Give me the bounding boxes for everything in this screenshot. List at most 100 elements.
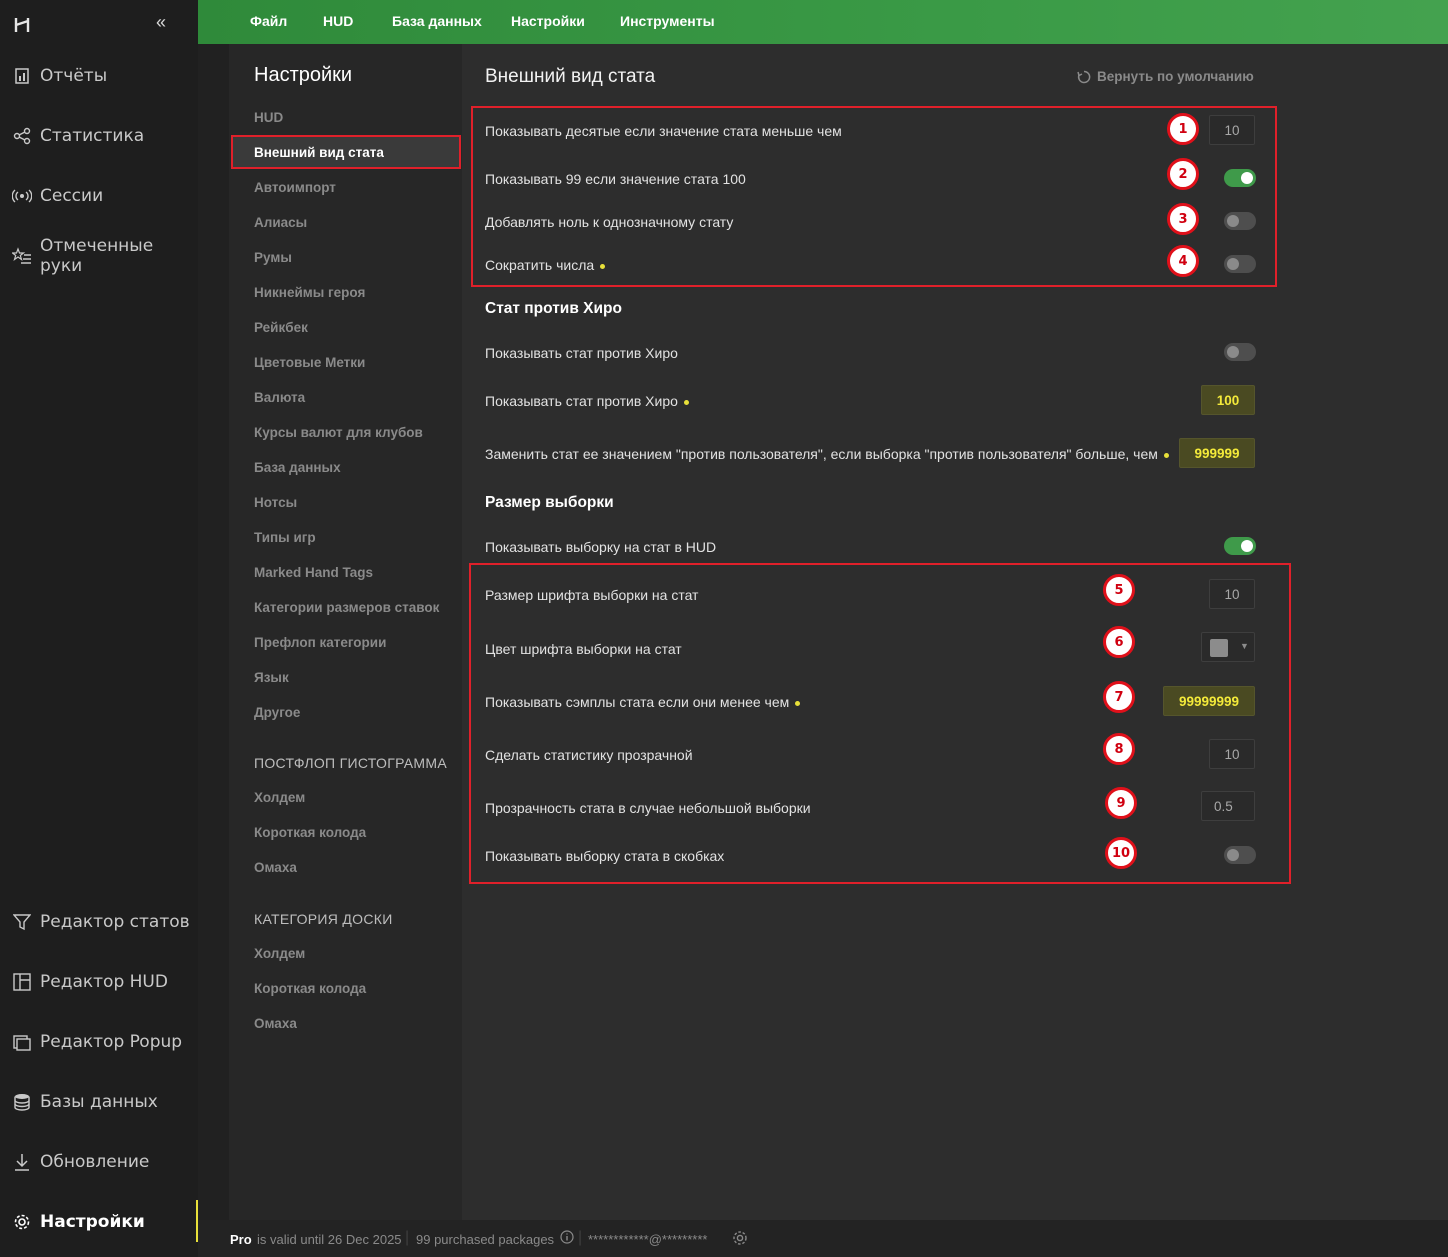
settings-nav-item[interactable]: HUD — [254, 110, 284, 125]
collapse-sidebar-icon[interactable]: « — [156, 12, 167, 32]
leading-zero-toggle[interactable] — [1224, 212, 1256, 230]
sidebar-item-sessions[interactable]: Сессии — [12, 180, 103, 212]
settings-nav-item[interactable]: Автоимпорт — [254, 180, 336, 195]
menu-settings[interactable]: Настройки — [511, 13, 585, 29]
settings-nav-item[interactable]: Другое — [254, 705, 301, 720]
settings-nav-item[interactable]: Никнеймы героя — [254, 285, 366, 300]
sidebar-item-hud-editor[interactable]: Редактор HUD — [12, 966, 168, 998]
settings-nav-item[interactable]: Омаха — [254, 1016, 297, 1031]
settings-nav-item[interactable]: Marked Hand Tags — [254, 565, 374, 580]
menu-tools[interactable]: Инструменты — [620, 13, 715, 29]
sample-font-size-input[interactable]: 10 — [1209, 579, 1255, 609]
chevron-down-icon: ▼ — [1240, 641, 1249, 651]
show-sample-toggle[interactable] — [1224, 537, 1256, 555]
sidebar-item-label: Статистика — [40, 126, 145, 146]
settings-nav-item[interactable]: Валюта — [254, 390, 306, 405]
sidebar-item-label: Редактор Popup — [40, 1032, 183, 1052]
star-list-icon — [12, 246, 32, 266]
setting-label: Добавлять ноль к однозначному стату — [485, 214, 734, 230]
setting-label: Показывать сэмплы стата если они менее ч… — [485, 694, 801, 710]
annotation-badge: 2 — [1167, 158, 1199, 190]
sample-threshold-input[interactable]: 99999999 — [1163, 686, 1255, 716]
settings-nav-item[interactable]: Типы игр — [254, 530, 316, 545]
divider: | — [405, 1229, 410, 1246]
sidebar-item-popup-editor[interactable]: Редактор Popup — [12, 1026, 182, 1058]
settings-nav-item[interactable]: Алиасы — [254, 215, 308, 230]
settings-content: Внешний вид стата Вернуть по умолчанию П… — [462, 44, 1448, 1220]
reset-icon — [1077, 70, 1091, 83]
show-vs-hero-toggle[interactable] — [1224, 343, 1256, 361]
shorten-numbers-toggle[interactable] — [1224, 255, 1256, 273]
sidebar-item-label: Настройки — [40, 1212, 145, 1232]
sidebar-item-stat-editor[interactable]: Редактор статов — [12, 906, 190, 938]
transparent-stat-input[interactable]: 10 — [1209, 739, 1255, 769]
active-indicator — [196, 1200, 198, 1242]
menu-database[interactable]: База данных — [392, 13, 482, 29]
settings-nav-item[interactable]: Рейкбек — [254, 320, 308, 335]
sidebar-item-marked-hands[interactable]: Отмеченные руки — [12, 236, 198, 276]
show-99-toggle[interactable] — [1224, 169, 1256, 187]
settings-nav-item[interactable]: Холдем — [254, 790, 306, 805]
setting-label-text: Сократить числа — [485, 257, 595, 273]
vs-hero-input[interactable]: 100 — [1201, 385, 1255, 415]
settings-nav-section-title: ПОСТФЛОП ГИСТОГРАММА — [254, 755, 447, 771]
opacity-input[interactable]: 0.5 — [1201, 791, 1255, 821]
settings-nav-item[interactable]: Нотсы — [254, 495, 298, 510]
sidebar-item-label: Базы данных — [40, 1092, 158, 1112]
settings-nav-item[interactable]: Префлоп категории — [254, 635, 387, 650]
modified-dot — [795, 700, 801, 706]
validity-text: is valid until 26 Dec 2025 — [257, 1232, 402, 1247]
setting-label: Сделать статистику прозрачной — [485, 747, 693, 763]
decimals-threshold-input[interactable]: 10 — [1209, 115, 1255, 145]
divider: | — [578, 1229, 583, 1246]
replace-vs-user-input[interactable]: 999999 — [1179, 438, 1255, 468]
setting-label: Цвет шрифта выборки на стат — [485, 641, 682, 657]
settings-nav-item[interactable]: Язык — [254, 670, 289, 685]
annotation-badge: 9 — [1105, 787, 1137, 819]
sidebar-item-label: Редактор HUD — [40, 972, 168, 992]
reset-defaults-button[interactable]: Вернуть по умолчанию — [1077, 69, 1254, 84]
sample-brackets-toggle[interactable] — [1224, 846, 1256, 864]
setting-label: Показывать выборку стата в скобках — [485, 848, 725, 864]
gear-icon[interactable] — [732, 1230, 748, 1249]
setting-label: Заменить стат ее значением "против польз… — [485, 446, 1169, 462]
sidebar-item-databases[interactable]: Базы данных — [12, 1086, 158, 1118]
sidebar-item-update[interactable]: Обновление — [12, 1146, 149, 1178]
filter-icon — [12, 912, 32, 932]
settings-nav-item-selected[interactable]: Внешний вид стата — [231, 135, 461, 169]
annotation-badge: 5 — [1103, 574, 1135, 606]
settings-nav-item[interactable]: Румы — [254, 250, 292, 265]
menu-hud[interactable]: HUD — [323, 13, 354, 29]
sidebar-item-reports[interactable]: Отчёты — [12, 60, 107, 92]
modified-dot — [683, 399, 689, 405]
sidebar-item-label: Редактор статов — [40, 912, 190, 932]
settings-nav-item[interactable]: Короткая колода — [254, 825, 367, 840]
setting-label: Показывать десятые если значение стата м… — [485, 123, 842, 139]
settings-nav-item-label: Внешний вид стата — [254, 145, 384, 160]
settings-nav-item[interactable]: Категории размеров ставок — [254, 600, 440, 615]
color-swatch — [1210, 639, 1228, 657]
settings-nav-item[interactable]: Омаха — [254, 860, 297, 875]
annotation-badge: 10 — [1105, 837, 1137, 869]
settings-nav-item[interactable]: База данных — [254, 460, 341, 475]
setting-label-text: Показывать сэмплы стата если они менее ч… — [485, 694, 790, 710]
sample-font-color-picker[interactable]: ▼ — [1201, 632, 1255, 662]
settings-nav-item[interactable]: Короткая колода — [254, 981, 367, 996]
modified-dot — [1163, 452, 1169, 458]
setting-label: Показывать стат против Хиро — [485, 393, 689, 409]
settings-nav-section-title: КАТЕГОРИЯ ДОСКИ — [254, 911, 393, 927]
account-email: ************@********* — [588, 1232, 708, 1247]
report-icon — [12, 66, 32, 86]
setting-label: Показывать стат против Хиро — [485, 345, 678, 361]
settings-nav-item[interactable]: Цветовые Метки — [254, 355, 366, 370]
share-nodes-icon — [12, 126, 32, 146]
setting-label: Сократить числа — [485, 257, 606, 273]
sidebar-item-settings[interactable]: Настройки — [12, 1206, 145, 1238]
gear-icon — [12, 1212, 32, 1232]
settings-nav-item[interactable]: Холдем — [254, 946, 306, 961]
annotation-badge: 1 — [1167, 113, 1199, 145]
menu-file[interactable]: Файл — [250, 13, 288, 29]
settings-nav-item[interactable]: Курсы валют для клубов — [254, 425, 423, 440]
sidebar-item-statistics[interactable]: Статистика — [12, 120, 144, 152]
info-icon[interactable] — [560, 1230, 574, 1247]
